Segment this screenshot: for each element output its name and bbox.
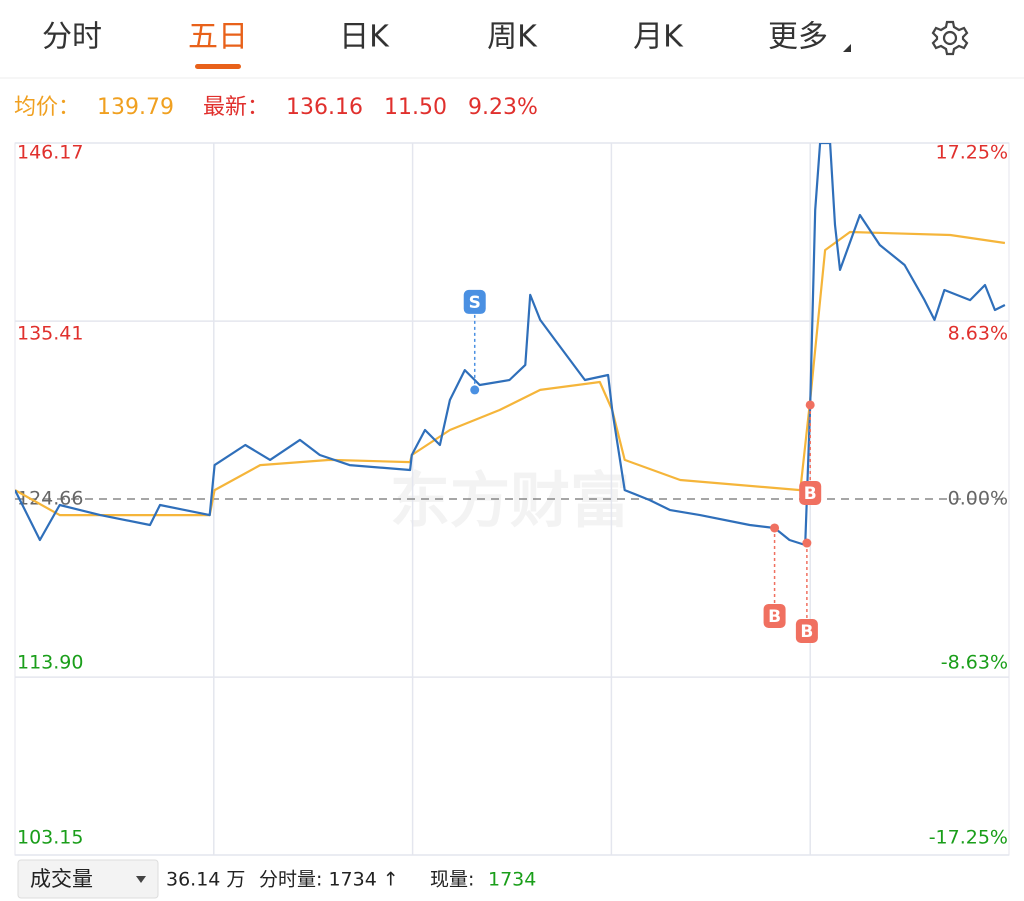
tab[interactable]: 周K: [487, 20, 538, 55]
y2-tick-label: 17.25%: [936, 142, 1008, 164]
trade-badge: [463, 289, 486, 314]
volume-dropdown[interactable]: [17, 859, 159, 899]
tab[interactable]: 分时: [42, 20, 102, 55]
trade-point: [770, 523, 780, 533]
watermark: 东方财富: [390, 467, 630, 537]
latest-label: 最新：: [203, 95, 269, 120]
trade-point: [802, 538, 812, 548]
tab[interactable]: 五日: [188, 20, 248, 55]
settings-icon[interactable]: [931, 20, 969, 56]
y-tick-label: 146.17: [17, 142, 83, 164]
trade-label: B: [804, 484, 817, 504]
change-pct: 9.23%: [468, 95, 538, 120]
current-volume: 1734: [488, 869, 536, 891]
plot-area: [15, 143, 1006, 547]
gear-outline: [931, 20, 969, 56]
latest-price: 136.16: [286, 95, 363, 120]
trade-badge: [795, 619, 818, 644]
current-volume-label: 现量:: [430, 869, 474, 891]
change: 11.50: [384, 95, 447, 120]
tab-underline: [195, 64, 241, 69]
y2-tick-label: -17.25%: [929, 827, 1008, 849]
y2-tick-label: -8.63%: [941, 652, 1008, 674]
trade-label: B: [768, 607, 781, 627]
y-tick-label: 103.15: [17, 827, 83, 849]
volume: 36.14 万: [166, 869, 245, 891]
dropdown-arrow: [136, 876, 146, 883]
avg-price: 139.79: [97, 95, 174, 120]
gear-hub: [942, 30, 958, 46]
average-line: [15, 230, 1006, 517]
y2-tick-label: 8.63%: [948, 323, 1008, 345]
y-tick-label: 124.66: [17, 488, 83, 510]
trade-label: B: [800, 622, 813, 642]
price-line: [15, 143, 1006, 547]
trade-point: [805, 400, 815, 410]
tab[interactable]: 更多: [768, 20, 828, 55]
dropdown-label: 成交量: [30, 867, 93, 891]
trade-label: S: [469, 293, 481, 313]
more-indicator: [843, 44, 851, 52]
tab[interactable]: 月K: [633, 20, 684, 55]
tab[interactable]: 日K: [339, 20, 390, 55]
minute-volume: 分时量: 1734 ↑: [259, 869, 399, 891]
trade-badge: [799, 480, 822, 505]
y2-tick-label: 0.00%: [948, 488, 1008, 510]
avg-label: 均价：: [14, 95, 80, 120]
trade-badge: [763, 603, 786, 628]
y-tick-label: 135.41: [17, 323, 83, 345]
trade-point: [470, 385, 480, 395]
y-tick-label: 113.90: [17, 652, 83, 674]
